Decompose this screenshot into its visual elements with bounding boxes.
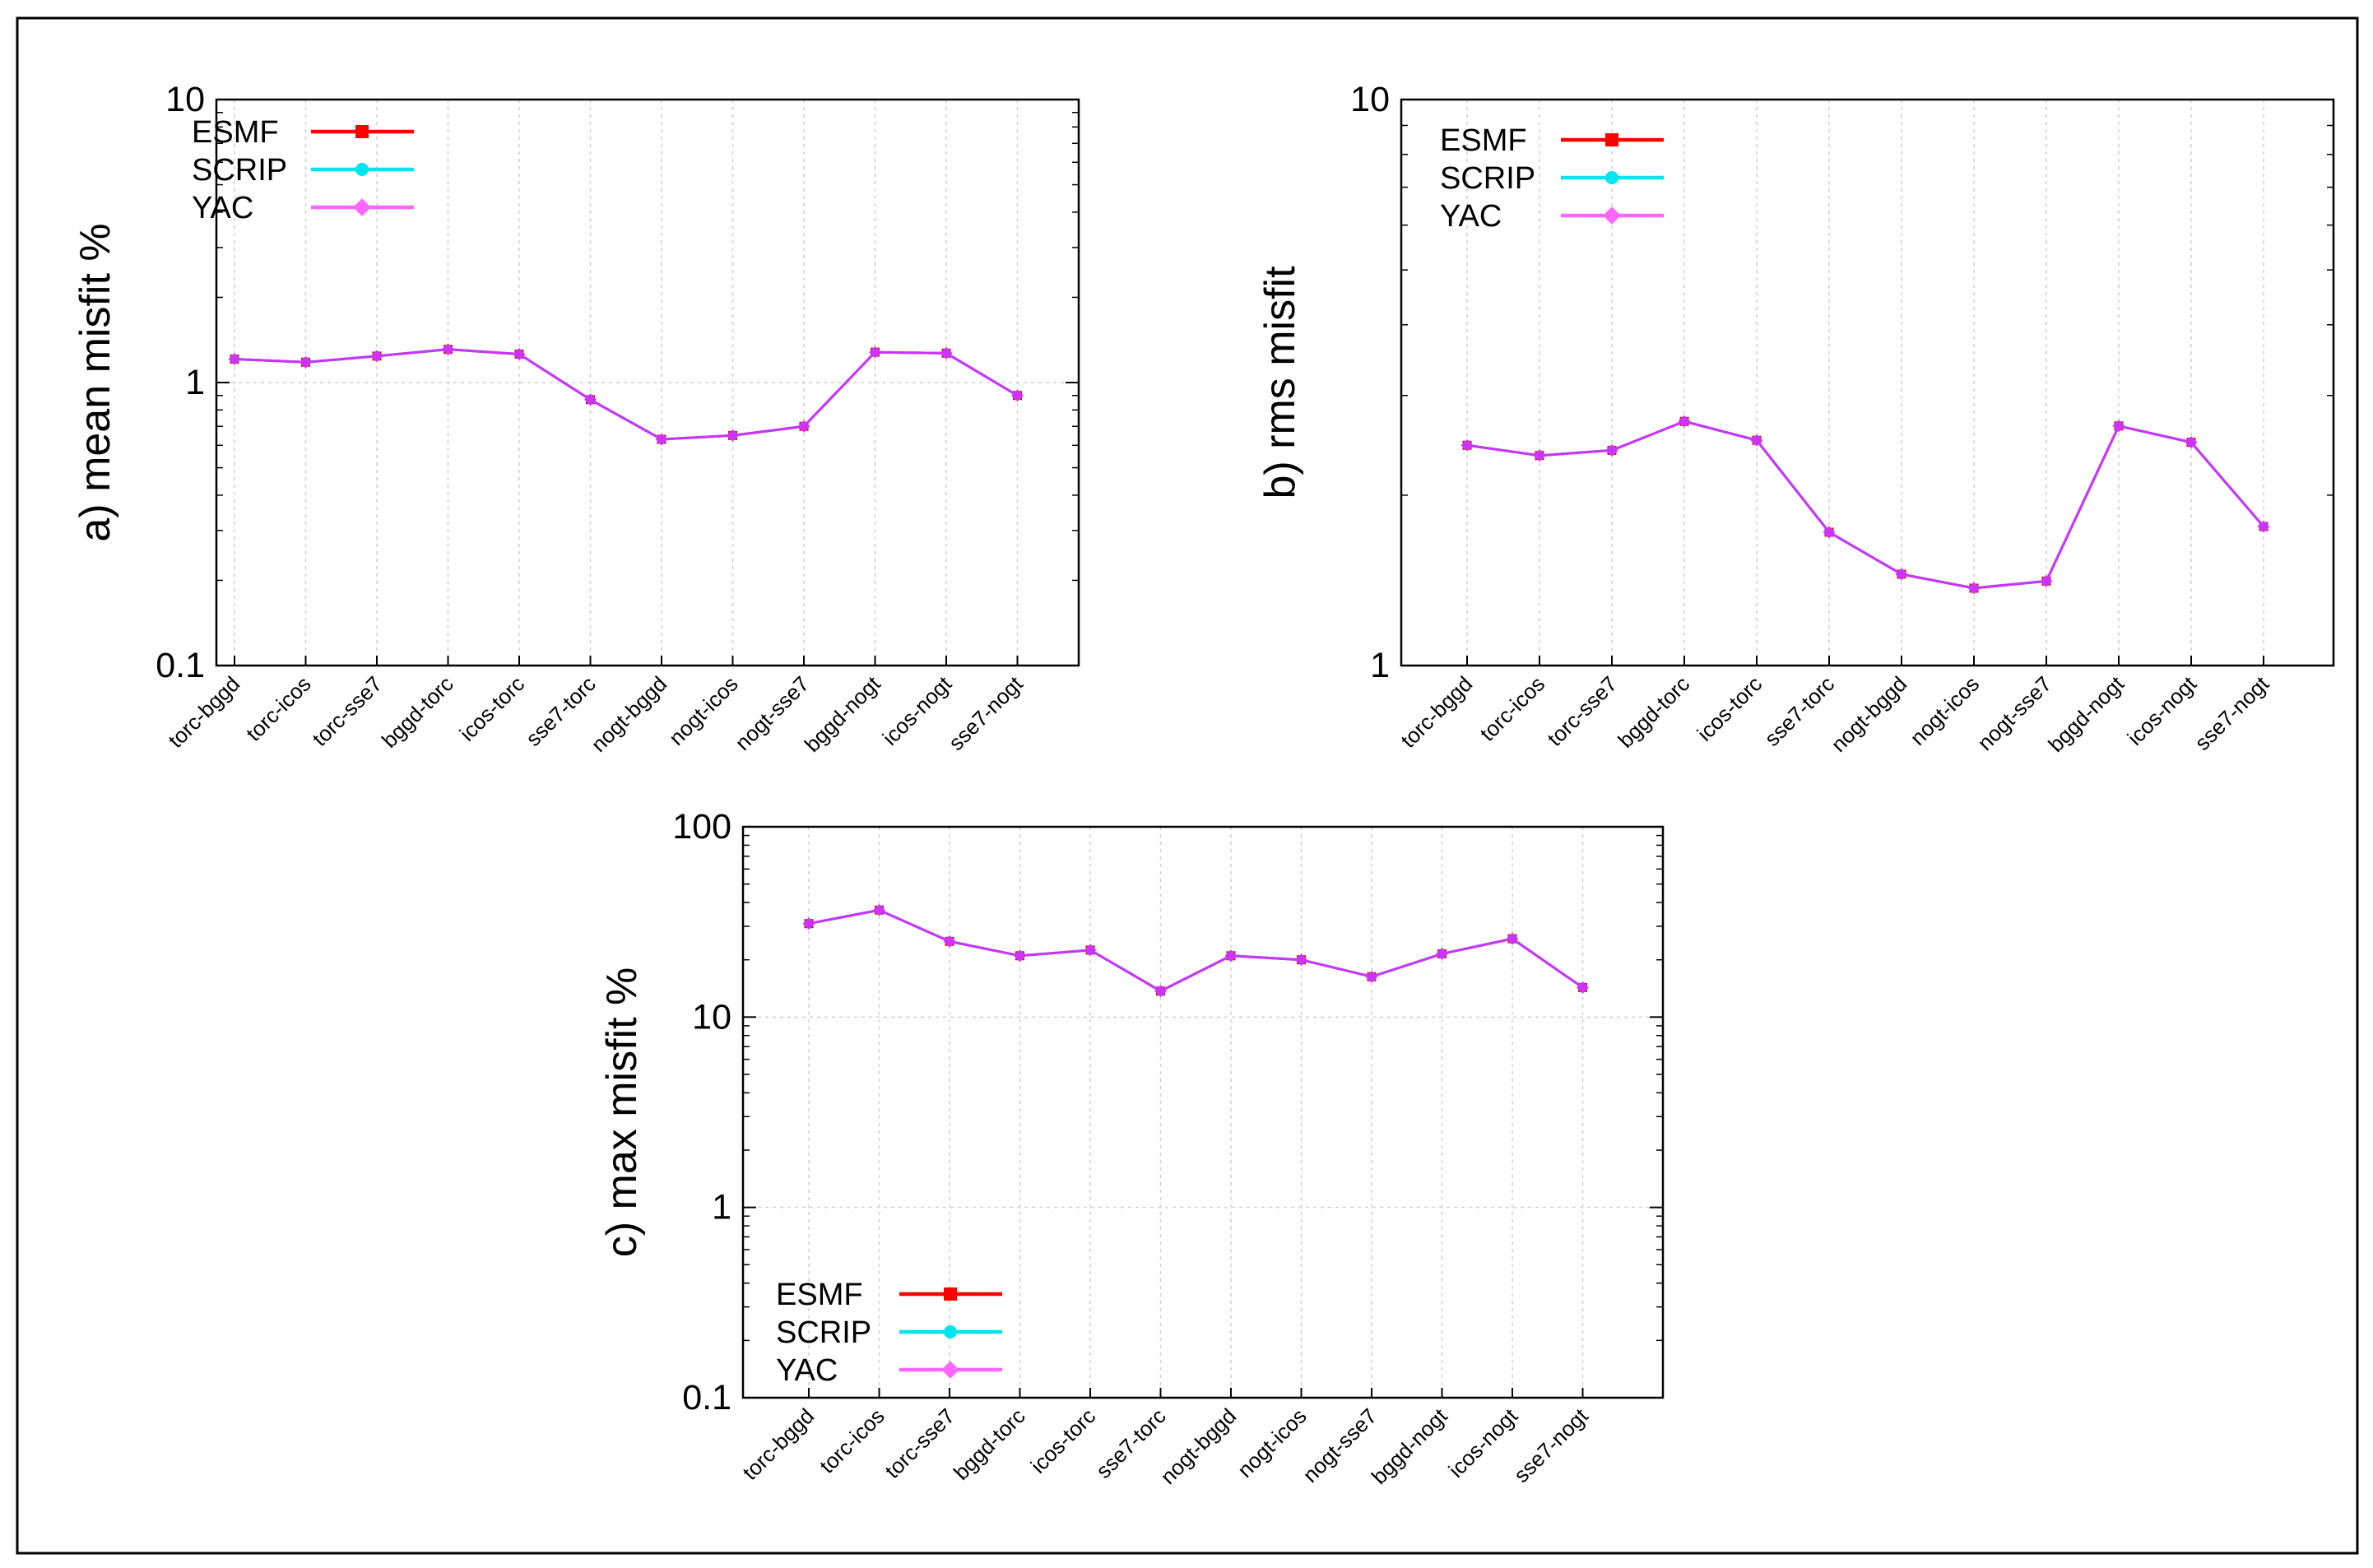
data-point [1605,443,1618,457]
data-point [442,343,454,356]
data-point [1533,449,1546,462]
data-point [655,433,668,446]
series-yac [1460,415,2270,595]
series-line [808,908,1584,993]
data-point [1365,970,1378,983]
data-point [2112,420,2125,433]
data-point [943,935,956,948]
y-tick-label: 0.1 [682,1378,731,1417]
plot-area [1401,100,2334,666]
legend-label: YAC [1440,199,1502,234]
data-point [1750,434,1763,447]
legend-marker [1605,171,1618,184]
y-tick-label: 0.1 [156,646,205,685]
y-tick-label: 10 [165,80,205,119]
data-point [1506,932,1519,945]
y-tick-label: 10 [692,997,731,1037]
legend-marker [944,1287,957,1301]
data-point [1967,582,1981,595]
legend-label: SCRIP [1440,161,1535,196]
legend-marker [355,163,369,176]
chart-panel-2: 110torc-bggdtorc-icostorc-sse7bggd-torci… [1256,80,2335,757]
plot-frame [741,825,1665,1399]
data-point [1436,948,1448,960]
data-point [1460,438,1474,452]
legend-label: SCRIP [776,1315,871,1350]
plot-area [743,827,1663,1398]
data-point [2257,520,2270,533]
legend-label: ESMF [192,115,279,150]
data-point [802,917,815,930]
legend-marker [1605,133,1618,146]
series-line [234,348,1019,441]
data-point [1154,985,1167,998]
legend-label: YAC [776,1353,838,1388]
plot-frame [215,98,1080,667]
legend-label: YAC [192,191,253,225]
legend-label: ESMF [1440,123,1527,158]
y-axis-label: c) max misfit % [598,967,646,1257]
legend-marker [1603,206,1621,225]
series-yac [802,903,1589,998]
legend-marker [941,1361,959,1379]
data-point [584,393,597,406]
series-line [1466,420,2265,590]
y-axis-label: b) rms misfit [1256,266,1304,499]
data-point [1577,981,1589,994]
data-point [370,350,383,363]
y-tick-label: 10 [1350,80,1390,119]
y-tick-label: 1 [712,1188,731,1227]
data-point [1678,415,1691,428]
data-point [940,346,953,360]
legend-label: SCRIP [192,153,287,188]
data-point [797,420,810,433]
legend-marker [944,1325,957,1338]
data-point [1014,949,1026,963]
legend-label: ESMF [776,1278,863,1312]
data-point [873,903,885,916]
legend-marker [355,125,369,138]
data-point [1011,389,1024,402]
data-point [1823,526,1836,539]
data-point [228,353,241,365]
data-point [869,346,881,359]
legend-marker [353,198,371,216]
data-point [2185,436,2198,449]
data-point [2040,574,2053,587]
data-point [727,429,739,442]
chart-panel-1: 0.1110torc-bggdtorc-icostorc-sse7bggd-to… [72,80,1080,757]
data-point [513,348,526,360]
data-point [1084,944,1097,957]
y-tick-label: 1 [1370,646,1390,685]
chart-panel-3: 0.1110100torc-bggdtorc-icostorc-sse7bggd… [598,807,1665,1489]
y-tick-label: 100 [672,807,731,847]
data-point [1295,953,1307,967]
data-point [1895,568,1908,581]
plot-frame [1400,98,2335,667]
y-axis-label: a) mean misfit % [72,223,119,541]
data-point [1224,949,1238,963]
y-tick-label: 1 [185,363,205,402]
data-point [300,355,312,369]
series-yac [228,343,1024,446]
